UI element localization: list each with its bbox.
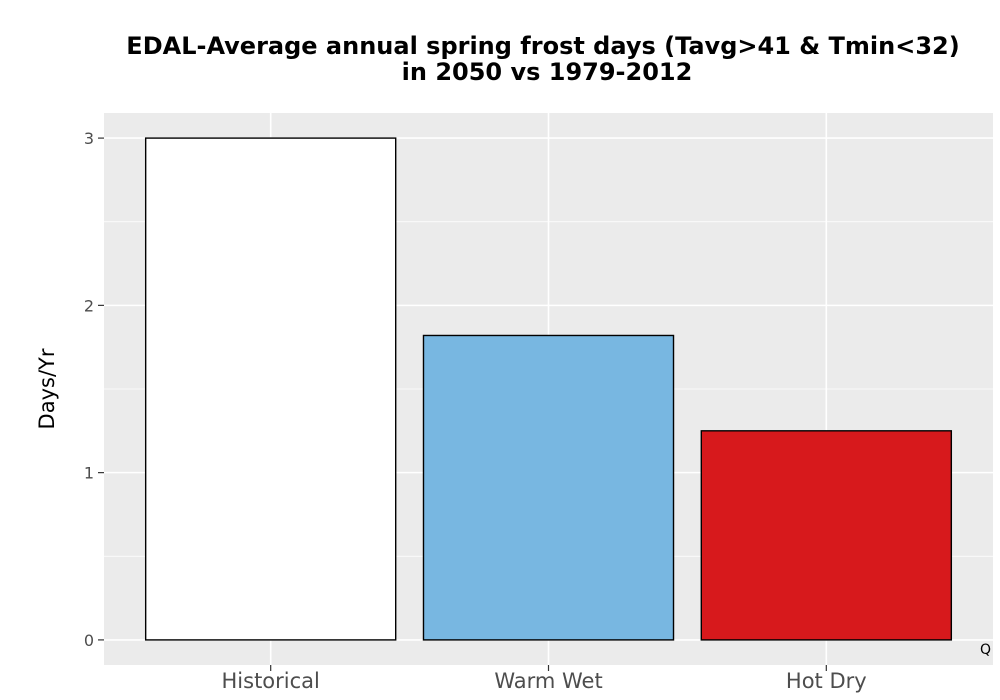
bars [144, 137, 953, 641]
x-axis: Historical Warm Wet Hot Dry [222, 665, 867, 693]
y-axis-label: Days/Yr [35, 348, 59, 429]
y-tick-label: 1 [84, 464, 94, 483]
x-tick-label: Historical [222, 669, 320, 693]
chart-title-line-2: in 2050 vs 1979-2012 [402, 58, 693, 86]
bar-historical [144, 137, 397, 641]
y-tick-label: 0 [84, 631, 94, 650]
x-tick-label: Hot Dry [786, 669, 867, 693]
bar-hot-dry [700, 430, 953, 641]
y-axis: 0 1 2 3 [84, 129, 104, 650]
y-tick-label: 2 [84, 296, 94, 315]
bar-warm-wet [422, 334, 675, 641]
chart-title-line-1: EDAL-Average annual spring frost days (T… [126, 32, 959, 60]
chart-title: EDAL-Average annual spring frost days (T… [126, 32, 959, 86]
x-tick-label: Warm Wet [494, 669, 602, 693]
corner-label: Q [980, 642, 991, 658]
y-tick-label: 3 [84, 129, 94, 148]
